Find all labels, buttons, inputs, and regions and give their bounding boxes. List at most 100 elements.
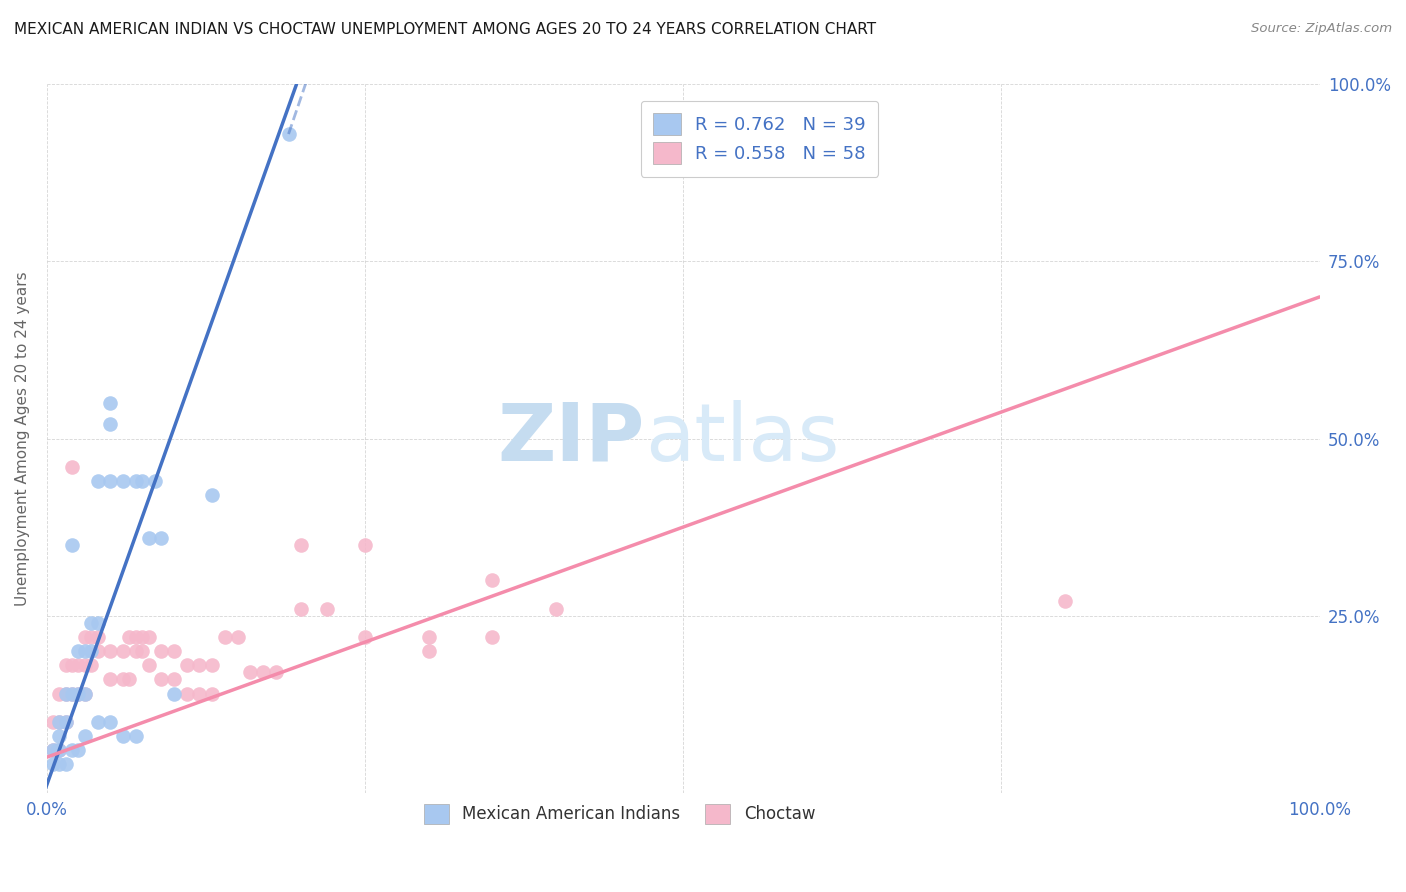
Point <box>125 474 148 488</box>
Point <box>98 396 121 410</box>
Point <box>86 630 108 644</box>
Point <box>48 686 70 700</box>
Point <box>80 615 103 630</box>
Text: MEXICAN AMERICAN INDIAN VS CHOCTAW UNEMPLOYMENT AMONG AGES 20 TO 24 YEARS CORREL: MEXICAN AMERICAN INDIAN VS CHOCTAW UNEMP… <box>14 22 876 37</box>
Point <box>45 743 67 757</box>
Point <box>55 686 77 700</box>
Y-axis label: Unemployment Among Ages 20 to 24 years: Unemployment Among Ages 20 to 24 years <box>15 271 30 606</box>
Point <box>138 658 160 673</box>
Point <box>55 686 77 700</box>
Point <box>201 658 224 673</box>
Point <box>150 531 173 545</box>
Point <box>60 538 83 552</box>
Point <box>112 673 135 687</box>
Point <box>544 601 567 615</box>
Point <box>73 686 96 700</box>
Point <box>112 729 135 743</box>
Point <box>55 757 77 772</box>
Point <box>55 714 77 729</box>
Point <box>60 686 83 700</box>
Point <box>73 729 96 743</box>
Point <box>48 743 70 757</box>
Point <box>125 729 148 743</box>
Legend: Mexican American Indians, Choctaw: Mexican American Indians, Choctaw <box>413 794 825 834</box>
Point <box>481 573 503 587</box>
Point <box>226 630 249 644</box>
Point <box>55 714 77 729</box>
Point <box>86 644 108 658</box>
Point <box>112 474 135 488</box>
Point <box>73 644 96 658</box>
Point <box>98 417 121 432</box>
Point <box>73 658 96 673</box>
Point <box>188 658 211 673</box>
Point <box>239 665 262 680</box>
Point <box>214 630 236 644</box>
Point <box>55 658 77 673</box>
Point <box>118 673 141 687</box>
Point <box>80 658 103 673</box>
Point <box>131 644 153 658</box>
Point <box>67 743 90 757</box>
Point <box>118 630 141 644</box>
Point <box>67 686 90 700</box>
Point <box>264 665 287 680</box>
Point <box>131 630 153 644</box>
Point <box>176 686 198 700</box>
Point <box>48 743 70 757</box>
Point <box>143 474 166 488</box>
Point <box>98 644 121 658</box>
Point <box>98 714 121 729</box>
Point <box>188 686 211 700</box>
Point <box>163 673 186 687</box>
Point <box>418 644 440 658</box>
Point <box>138 531 160 545</box>
Point <box>201 488 224 502</box>
Point <box>86 615 108 630</box>
Point <box>80 630 103 644</box>
Point <box>150 673 173 687</box>
Point <box>48 729 70 743</box>
Point <box>354 538 377 552</box>
Point <box>163 644 186 658</box>
Point <box>73 630 96 644</box>
Point <box>86 474 108 488</box>
Point <box>131 474 153 488</box>
Point <box>315 601 337 615</box>
Point <box>60 686 83 700</box>
Point <box>163 686 186 700</box>
Point <box>48 757 70 772</box>
Point <box>48 714 70 729</box>
Point <box>42 743 65 757</box>
Point <box>277 127 299 141</box>
Point <box>60 658 83 673</box>
Point <box>67 658 90 673</box>
Text: atlas: atlas <box>645 400 839 477</box>
Point <box>60 743 83 757</box>
Point <box>80 644 103 658</box>
Point <box>354 630 377 644</box>
Point <box>125 630 148 644</box>
Point <box>150 644 173 658</box>
Text: ZIP: ZIP <box>498 400 645 477</box>
Point <box>86 714 108 729</box>
Point <box>42 743 65 757</box>
Point <box>418 630 440 644</box>
Point <box>60 459 83 474</box>
Point <box>252 665 274 680</box>
Point <box>98 673 121 687</box>
Point <box>481 630 503 644</box>
Point <box>42 714 65 729</box>
Point <box>98 474 121 488</box>
Point <box>67 686 90 700</box>
Point <box>176 658 198 673</box>
Point <box>42 757 65 772</box>
Text: Source: ZipAtlas.com: Source: ZipAtlas.com <box>1251 22 1392 36</box>
Point <box>48 714 70 729</box>
Point <box>201 686 224 700</box>
Point <box>290 538 312 552</box>
Point <box>73 686 96 700</box>
Point <box>67 644 90 658</box>
Point <box>125 644 148 658</box>
Point <box>112 644 135 658</box>
